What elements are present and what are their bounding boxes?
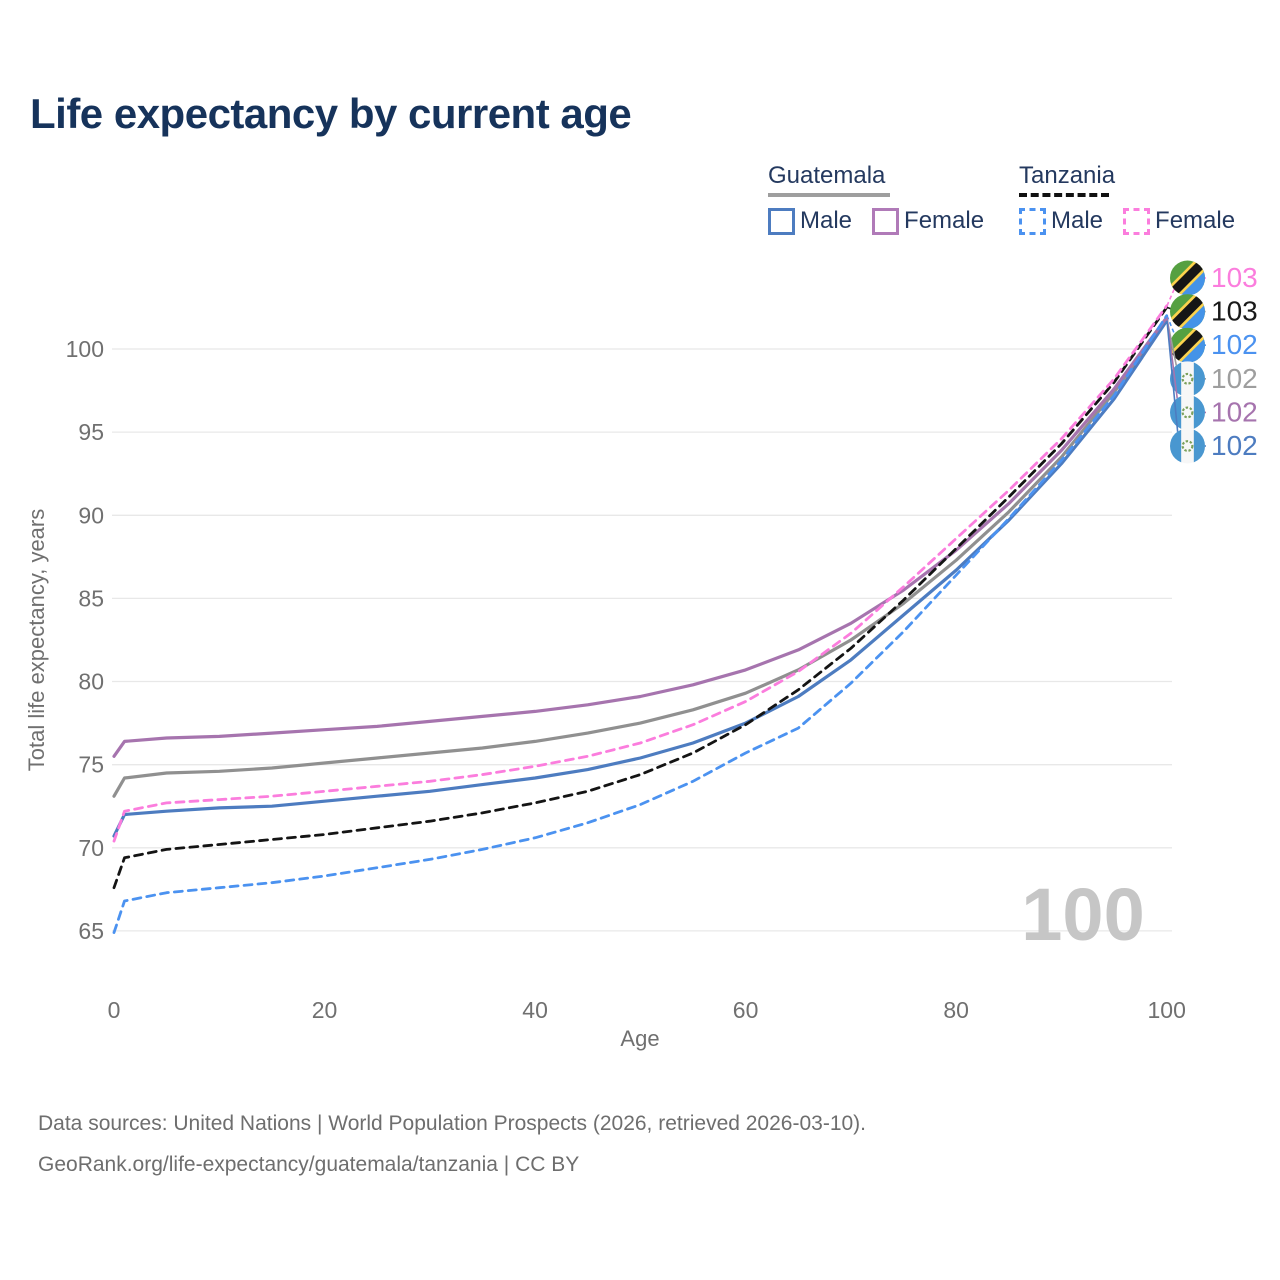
series-line-guatemala[interactable] (112, 317, 1169, 798)
x-tick-label: 20 (312, 997, 338, 1023)
y-tick-label: 65 (78, 918, 104, 944)
y-tick-label: 85 (78, 585, 104, 611)
legend-item-label: Male (800, 207, 853, 234)
dashed-square-swatch-icon (1123, 207, 1151, 235)
attribution-line-2: GeoRank.org/life-expectancy/guatemala/ta… (38, 1153, 580, 1176)
y-tick-label: 70 (78, 835, 104, 861)
legend-item-guatemala-female[interactable]: Female (872, 207, 984, 235)
end-value-label: 102 (1211, 329, 1258, 360)
y-axis-title: Total life expectancy, years (24, 509, 49, 772)
tanzania-flag-icon (1166, 257, 1209, 300)
end-value-label: 102 (1211, 430, 1258, 461)
data-source-attribution: Data sources: United Nations | World Pop… (38, 1103, 866, 1185)
x-tick-label: 60 (733, 997, 759, 1023)
end-value-label: 102 (1211, 363, 1258, 394)
legend-item-tanzania-female[interactable]: Female (1123, 207, 1235, 235)
end-value-label: 103 (1211, 296, 1258, 327)
x-axis-title: Age (620, 1026, 659, 1051)
legend-item-label: Female (1155, 207, 1236, 234)
guatemala-flag-icon (1170, 429, 1205, 464)
legend-item-label: Female (904, 207, 985, 234)
y-tick-label: 75 (78, 752, 104, 778)
series-line-tanzania[interactable] (112, 305, 1169, 890)
series-line-tanzania-female[interactable] (112, 304, 1169, 843)
end-value-label: 102 (1211, 396, 1258, 427)
series-line-guatemala-female[interactable] (112, 315, 1169, 758)
legend-item-guatemala-male[interactable]: Male (768, 207, 852, 235)
attribution-line-1: Data sources: United Nations | World Pop… (38, 1112, 867, 1135)
legend-group-guatemala: Guatemala Male Female (768, 162, 984, 235)
solid-square-swatch-icon (768, 207, 795, 235)
x-tick-label: 0 (108, 997, 121, 1023)
hover-age-watermark: 100 (1021, 873, 1144, 956)
series-layer (112, 304, 1169, 934)
legend-item-tanzania-male[interactable]: Male (1019, 207, 1103, 235)
solid-line-sample (768, 193, 890, 197)
page-title: Life expectancy by current age (30, 90, 632, 137)
legend-group-tanzania: Tanzania Male Female (1019, 162, 1235, 235)
x-tick-label: 100 (1148, 997, 1186, 1023)
tanzania-flag-icon (1166, 290, 1209, 333)
y-tick-label: 95 (78, 419, 104, 445)
x-tick-label: 80 (943, 997, 969, 1023)
x-tick-label: 40 (522, 997, 548, 1023)
dashed-square-swatch-icon (1019, 207, 1046, 235)
legend-country-label-guatemala: Guatemala (768, 162, 886, 189)
legend-country-label-tanzania: Tanzania (1019, 162, 1116, 189)
legend-item-label: Male (1051, 207, 1104, 234)
dashed-line-sample (1019, 193, 1109, 197)
solid-square-swatch-icon (872, 207, 900, 235)
end-value-label: 103 (1211, 262, 1258, 293)
series-line-guatemala-male[interactable] (112, 319, 1169, 838)
y-tick-label: 90 (78, 502, 104, 528)
series-line-tanzania-male[interactable] (112, 314, 1169, 934)
grid-layer: 65 70 75 80 85 90 95 100 0 20 40 60 80 100 (66, 336, 1186, 1023)
y-tick-label: 100 (66, 336, 104, 362)
y-tick-label: 80 (78, 669, 104, 695)
